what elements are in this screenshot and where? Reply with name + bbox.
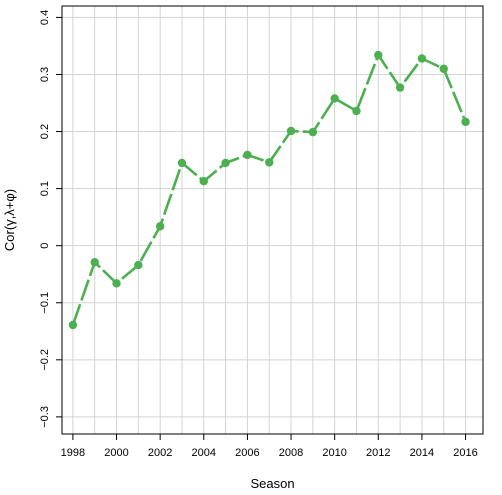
data-point (265, 158, 274, 167)
data-point (439, 64, 448, 73)
data-point (395, 83, 405, 92)
y-tick-label: 0 (39, 243, 51, 249)
x-axis: 1998 2000 2002 2004 2006 2008 2010 2012 2014 2016 (61, 434, 478, 459)
x-tick-label: 2002 (148, 447, 172, 459)
x-tick-label: 1998 (61, 447, 85, 459)
x-tick-label: 2000 (104, 447, 128, 459)
y-tick-label: 0.1 (39, 181, 51, 196)
data-point (134, 260, 143, 270)
x-tick-label: 2016 (453, 447, 477, 459)
data-point (68, 320, 78, 330)
y-tick-label: 0.2 (39, 124, 51, 139)
data-points (68, 50, 470, 330)
x-tick-label: 2006 (235, 447, 259, 459)
y-tick-label: −0.3 (39, 406, 51, 428)
data-point (155, 222, 165, 231)
y-tick-label: 0.4 (39, 10, 51, 25)
x-tick-label: 2008 (279, 447, 303, 459)
y-axis-title: Cor(γ,λ+φ) (2, 189, 17, 251)
y-axis: −0.3 −0.2 −0.1 0 0.1 0.2 0.3 0.4 (39, 10, 62, 428)
grid (62, 6, 483, 434)
x-tick-label: 2004 (192, 447, 216, 459)
y-tick-label: 0.3 (39, 67, 51, 82)
x-tick-label: 2012 (366, 447, 390, 459)
data-point (374, 50, 383, 60)
y-tick-label: −0.2 (39, 349, 51, 371)
data-point (221, 158, 230, 168)
data-point (243, 150, 252, 160)
x-tick-label: 2010 (322, 447, 346, 459)
data-point (330, 94, 339, 103)
y-tick-label: −0.1 (39, 292, 51, 314)
data-point (199, 176, 208, 186)
data-point (177, 158, 187, 168)
data-point (308, 127, 318, 137)
x-axis-title: Season (250, 476, 294, 491)
data-point (417, 54, 427, 63)
data-point (352, 106, 361, 116)
data-point (286, 126, 296, 136)
x-tick-label: 2014 (410, 447, 434, 459)
data-point (461, 117, 470, 127)
data-point (112, 279, 121, 288)
data-point (90, 258, 99, 267)
plot-frame (61, 5, 484, 435)
